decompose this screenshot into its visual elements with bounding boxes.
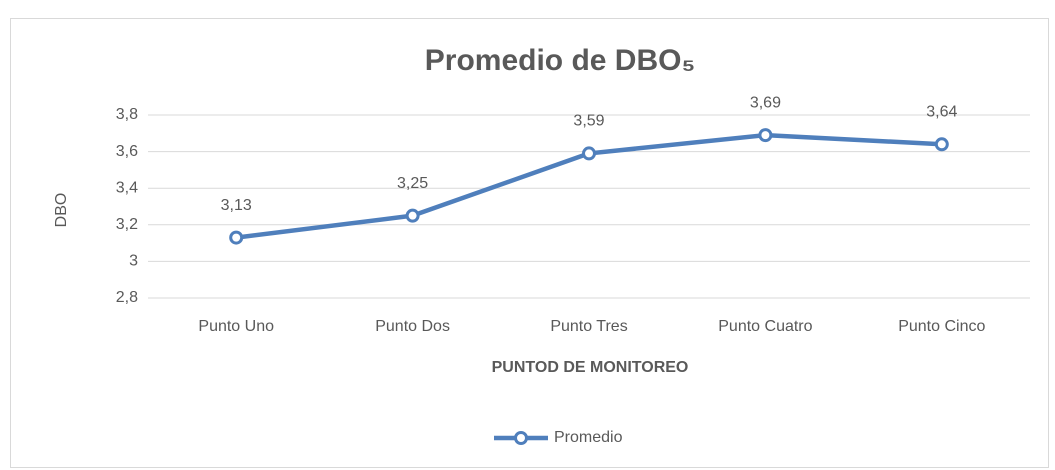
marker	[582, 146, 596, 161]
x-tick-label: Punto Dos	[375, 318, 450, 335]
data-label: 3,59	[573, 113, 604, 130]
legend-label: Promedio	[554, 429, 623, 446]
x-axis-title: PUNTOD DE MONITOREO	[492, 359, 689, 376]
marker	[229, 230, 244, 245]
legend-marker	[514, 431, 528, 445]
chart-border	[10, 18, 1049, 468]
x-tick-label: Punto Tres	[550, 318, 627, 335]
y-tick-label: 3,2	[116, 216, 138, 233]
y-tick-label: 3	[129, 253, 138, 270]
chart-title: Promedio de DBO₅	[425, 44, 695, 77]
data-label: 3,25	[397, 175, 428, 192]
data-label: 3,13	[221, 197, 252, 214]
data-label: 3,69	[750, 94, 781, 111]
marker	[934, 137, 949, 152]
y-tick-label: 3,8	[116, 106, 138, 123]
y-axis-title: DBO	[53, 193, 70, 228]
x-tick-label: Punto Cuatro	[718, 318, 812, 335]
x-tick-label: Punto Cinco	[898, 318, 985, 335]
data-label: 3,64	[926, 103, 957, 120]
marker	[758, 128, 773, 143]
x-tick-label: Punto Uno	[198, 318, 274, 335]
marker	[405, 208, 420, 223]
y-tick-label: 3,6	[116, 143, 138, 160]
y-tick-label: 3,4	[116, 179, 138, 196]
y-tick-label: 2,8	[116, 289, 138, 306]
